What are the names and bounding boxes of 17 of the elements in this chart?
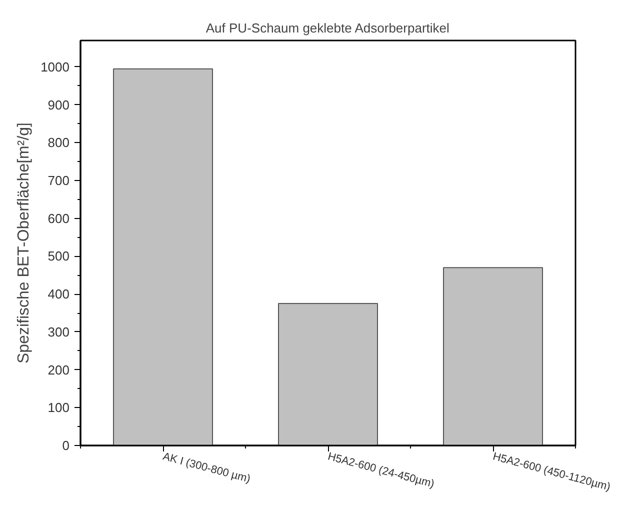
y-tick-label: 800 bbox=[48, 135, 70, 150]
y-tick-label: 700 bbox=[48, 173, 70, 188]
y-axis-title: Spezifische BET-Oberfläche[m²/g] bbox=[16, 122, 33, 364]
chart-title: Auf PU-Schaum geklebte Adsorberpartikel bbox=[206, 20, 450, 36]
y-tick-label: 0 bbox=[62, 438, 70, 453]
y-tick-label: 300 bbox=[48, 324, 70, 340]
y-tick-label: 900 bbox=[48, 97, 70, 112]
bar bbox=[113, 68, 213, 446]
y-tick-label: 600 bbox=[48, 210, 70, 226]
bar bbox=[278, 303, 378, 446]
y-tick-label: 100 bbox=[48, 400, 70, 416]
y-tick-label: 400 bbox=[48, 286, 70, 302]
y-tick-label: 1000 bbox=[40, 59, 70, 74]
bar bbox=[443, 267, 543, 446]
y-tick-label: 200 bbox=[48, 362, 70, 378]
x-tick-label: AK I (300-800 µm) bbox=[161, 450, 252, 486]
y-tick-label: 500 bbox=[48, 248, 70, 264]
